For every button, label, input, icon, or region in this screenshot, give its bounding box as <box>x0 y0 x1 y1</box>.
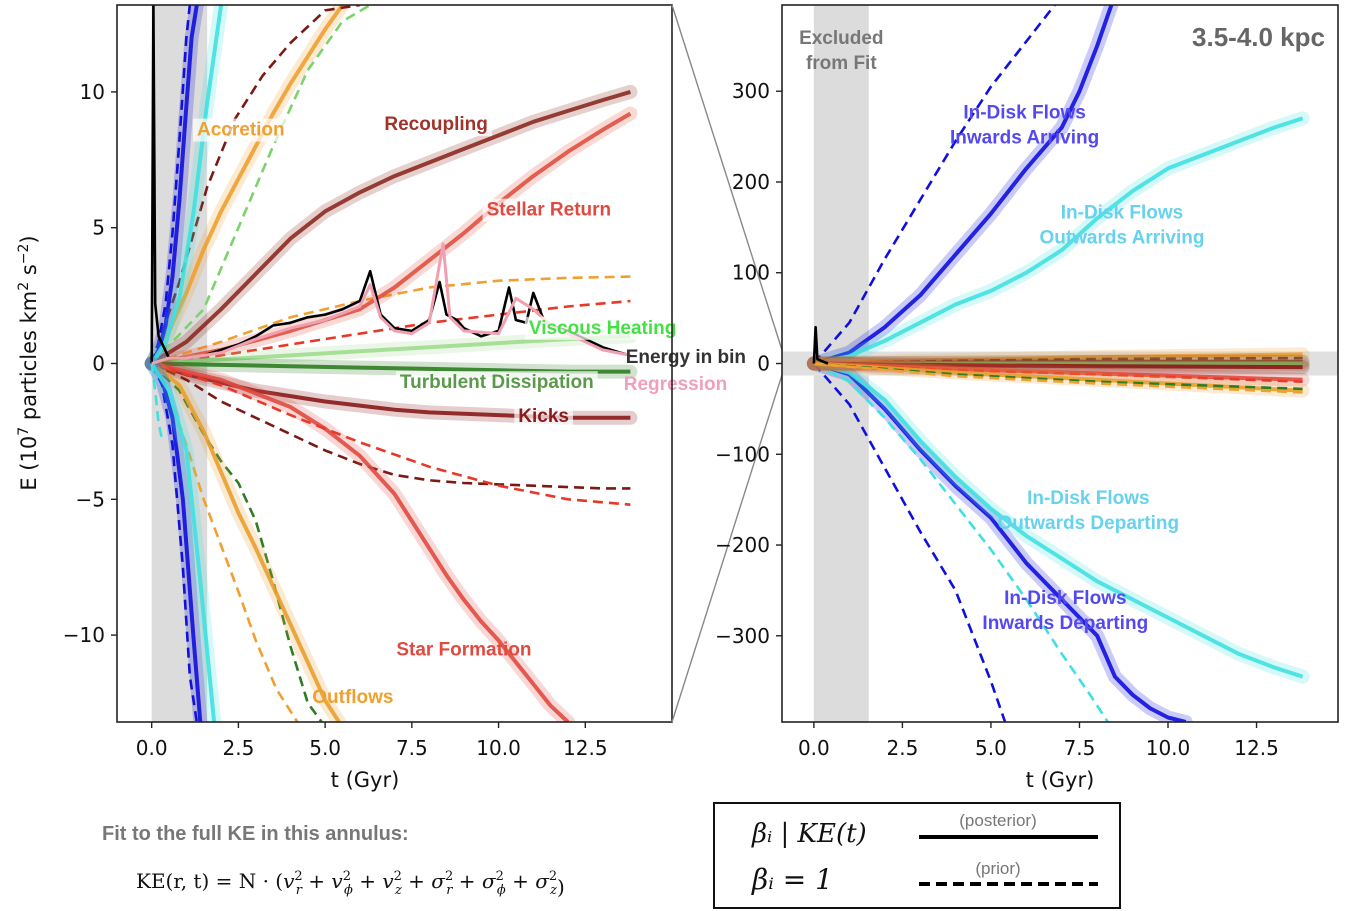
right-series-in-disk-flows-inwards-arriving-line <box>813 5 1114 366</box>
legend-frame <box>713 802 1121 909</box>
right-series-in-disk-flows-inwards-arriving-prior-line <box>812 5 1056 365</box>
left-x-tick-label: 10.0 <box>476 736 521 760</box>
left-series-star-formation-prior-line <box>151 362 631 506</box>
left-x-axis-label: t (Gyr) <box>331 768 400 792</box>
legend: βᵢ | KE(t) (posterior) βᵢ = 1 (prior) <box>713 802 1121 909</box>
right-panel: In-Disk Flows Inwards Arriving In-Disk Flo… <box>715 4 1339 792</box>
legend-prior-math: βᵢ = 1 <box>751 863 833 896</box>
left-series-outflows-line <box>150 361 341 722</box>
right-x-tick-label: 10.0 <box>1146 736 1191 760</box>
left-label-viscous-heating: Viscous Heating <box>529 318 676 339</box>
right-series-in-disk-flows-inwards-departing-prior-line <box>812 362 1007 722</box>
left-y-axis-label: E (107 particles km2 s−2) <box>16 235 41 490</box>
left-y-tick-label: 10 <box>80 80 105 104</box>
left-y-tick-label: 0 <box>92 352 105 376</box>
right-x-tick-label: 0.0 <box>798 736 830 760</box>
right-y-tick-label: 300 <box>732 79 770 103</box>
left-label-energy-in-bin: Energy in bin <box>626 347 746 368</box>
right-series-in-disk-flows-inwards-departing-line <box>813 361 1187 722</box>
left-series-in-disk-flows-inwards-departing-prior-line <box>150 362 199 722</box>
right-x-axis-label: t (Gyr) <box>1026 768 1095 792</box>
legend-posterior-label: (posterior) <box>959 811 1036 830</box>
right-x-tick-label: 7.5 <box>1064 736 1096 760</box>
right-panel-title: 3.5-4.0 kpc <box>1192 22 1325 52</box>
right-series-in-disk-flows-outwards-arriving-line <box>813 116 1304 366</box>
right-series-in-disk-flows-outwards-departing-prior-line <box>813 362 1109 722</box>
left-label-accretion: Accretion <box>197 120 285 141</box>
left-series-accretion-line <box>149 5 345 365</box>
excluded-from-fit-label-2: from Fit <box>806 53 877 74</box>
left-label-stellar-return: Stellar Return <box>487 200 612 221</box>
left-series-in-disk-flows-outwards-departing-prior-line <box>150 363 164 440</box>
right-label-in-disk-flows-outwards-arriving-line1: In-Disk Flows <box>1061 202 1183 223</box>
left-series-in-disk-flows-inwards-arriving-line <box>149 5 199 365</box>
right-y-tick-label: 200 <box>732 170 770 194</box>
left-label-recoupling: Recoupling <box>384 114 487 135</box>
left-x-tick-label: 0.0 <box>136 736 168 760</box>
right-label-in-disk-flows-inwards-arriving-line1: In-Disk Flows <box>963 102 1085 123</box>
left-x-tick-label: 5.0 <box>309 736 341 760</box>
right-series-energy-in-bin-line <box>812 325 829 365</box>
left-panel: Accretion Recoupling Stellar Return Viscous… <box>16 4 746 792</box>
left-label-bg-recoupling <box>380 113 492 137</box>
right-label-in-disk-flows-inwards-arriving-line2: Inwards Arriving <box>950 127 1099 148</box>
right-label-in-disk-flows-outwards-arriving-line2: Outwards Arriving <box>1039 227 1204 248</box>
zoom-connector-bottom <box>671 374 783 723</box>
left-label-bg-viscous-heating <box>524 316 681 340</box>
left-series-recoupling-line <box>150 89 631 366</box>
left-y-tick-label: 5 <box>92 216 105 240</box>
left-label-star-formation: Star Formation <box>396 640 531 661</box>
right-x-tick-label: 5.0 <box>975 736 1007 760</box>
right-label-in-disk-flows-inwards-departing-line1: In-Disk Flows <box>1004 588 1126 609</box>
right-x-tick-label: 2.5 <box>887 736 919 760</box>
fit-note: Fit to the full KE in this annulus: <box>102 823 409 845</box>
right-label-in-disk-flows-outwards-departing-line1: In-Disk Flows <box>1027 488 1149 509</box>
left-label-bg-stellar-return <box>482 198 616 222</box>
right-series-in-disk-flows-inwards-departing-band <box>806 356 1193 722</box>
zoom-connector-top <box>671 4 783 351</box>
left-x-tick-label: 12.5 <box>563 736 608 760</box>
left-label-bg-accretion <box>193 118 289 142</box>
left-y-tick-label: −10 <box>63 623 105 647</box>
right-series-in-disk-flows-outwards-departing-line <box>813 361 1304 679</box>
right-y-tick-label: 100 <box>732 261 770 285</box>
left-series-accretion-prior-line <box>151 275 631 365</box>
left-x-tick-label: 7.5 <box>396 736 428 760</box>
right-label-in-disk-flows-inwards-departing-line2: Inwards Departing <box>982 613 1148 634</box>
left-series-in-disk-flows-inwards-arriving-prior-line <box>150 5 192 364</box>
right-y-tick-label: −200 <box>715 533 770 557</box>
legend-prior-label: (prior) <box>975 859 1020 878</box>
left-label-turbulent-dissipation: Turbulent Dissipation <box>400 372 594 393</box>
left-series-turbulent-dissipation-prior-line <box>150 362 323 722</box>
left-label-outflows: Outflows <box>312 687 393 708</box>
right-y-tick-label: 0 <box>757 352 770 376</box>
left-series-outflows-prior-line <box>150 362 299 722</box>
right-label-in-disk-flows-outwards-departing-line2: Outwards Departing <box>998 513 1180 534</box>
left-label-bg-turbulent-dissipation <box>395 371 598 395</box>
right-y-tick-label: −100 <box>715 442 770 466</box>
left-series-in-disk-flows-outwards-departing-line <box>150 362 217 722</box>
left-label-bg-kicks <box>514 405 574 429</box>
left-y-tick-label: −5 <box>76 487 105 511</box>
left-x-tick-label: 2.5 <box>223 736 255 760</box>
excluded-from-fit-label-1: Excluded <box>799 28 883 49</box>
right-x-tick-label: 12.5 <box>1234 736 1279 760</box>
right-y-tick-label: −300 <box>715 624 770 648</box>
legend-posterior-math: βᵢ | KE(t) <box>751 819 867 849</box>
left-series-stellar-return-line <box>151 111 632 366</box>
right-series-outflows-prior-line <box>813 362 1303 394</box>
left-label-regression: Regression <box>624 374 727 395</box>
ke-formula: KE(r, t) = N · (v2 r + v2 ϕ + v2 z + σ2 r + … <box>136 869 565 899</box>
left-label-kicks: Kicks <box>518 406 569 427</box>
left-series-star-formation-line <box>151 361 570 722</box>
